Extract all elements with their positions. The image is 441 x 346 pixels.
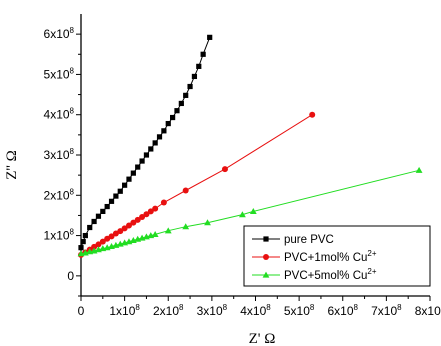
data-point xyxy=(130,219,137,226)
data-point xyxy=(143,152,150,158)
data-point xyxy=(151,230,159,237)
data-point xyxy=(117,228,124,235)
data-point xyxy=(125,222,132,229)
data-point xyxy=(104,203,110,210)
legend-marker xyxy=(262,271,270,278)
series-layer xyxy=(77,34,423,258)
data-point xyxy=(91,218,97,225)
data-point xyxy=(134,216,141,223)
legend-label: PVC+5mol% Cu2+ xyxy=(284,267,377,282)
data-point xyxy=(100,208,106,214)
y-tick-label: 3x108 xyxy=(44,147,75,162)
y-tick-label: 6x108 xyxy=(44,26,75,41)
x-tick-label: 3x108 xyxy=(197,303,228,318)
data-point xyxy=(108,198,115,204)
data-point xyxy=(221,166,228,173)
data-point xyxy=(152,140,158,146)
data-point xyxy=(196,63,202,69)
data-point xyxy=(130,170,136,176)
data-point xyxy=(200,51,206,57)
data-point xyxy=(152,205,159,212)
data-point xyxy=(309,111,316,118)
data-point xyxy=(191,73,198,80)
data-point xyxy=(165,120,171,127)
data-point xyxy=(148,146,154,152)
data-point xyxy=(207,34,213,40)
data-point xyxy=(113,193,119,199)
y-tick-label: 0 xyxy=(67,269,74,283)
data-point xyxy=(204,219,211,226)
legend-label: PVC+1mol% Cu2+ xyxy=(284,249,377,264)
data-point xyxy=(239,211,246,218)
series-pure-pvc xyxy=(78,34,213,251)
data-point xyxy=(156,134,163,140)
x-tick-label: 7x108 xyxy=(371,303,402,318)
data-point xyxy=(139,214,146,221)
y-tick-label: 5x108 xyxy=(44,66,75,81)
legend-marker xyxy=(263,236,269,242)
data-point xyxy=(187,83,193,90)
x-tick-label: 6x108 xyxy=(328,303,359,318)
data-point xyxy=(174,108,180,114)
data-point xyxy=(117,188,123,194)
x-tick-label: 2x108 xyxy=(153,303,184,318)
axis-ticks: 0 1x108 2x108 3x108 4x108 5x108 6x108 7x108 8x10… xyxy=(44,26,441,318)
data-point xyxy=(160,199,167,206)
x-axis-label: Z' Ω xyxy=(249,331,276,346)
x-tick-label: 4x108 xyxy=(240,303,271,318)
data-point xyxy=(112,230,119,237)
data-point xyxy=(147,208,154,215)
data-point xyxy=(182,187,189,194)
x-tick-label: 0 xyxy=(78,304,85,318)
legend-marker xyxy=(263,254,269,260)
data-point xyxy=(91,243,98,250)
x-tick-label: 1x108 xyxy=(109,303,140,318)
y-axis-label: Z'' Ω xyxy=(4,150,20,179)
data-point xyxy=(415,166,423,173)
data-point xyxy=(104,235,111,242)
data-point xyxy=(108,233,115,240)
legend: pure PVC PVC+1mol% Cu2+ PVC+5mol% Cu2+ xyxy=(243,225,431,287)
data-point xyxy=(135,164,141,170)
data-point xyxy=(80,239,86,245)
y-tick-label: 2x108 xyxy=(44,187,75,202)
y-tick-label: 1x108 xyxy=(44,228,75,243)
data-point xyxy=(164,227,172,234)
series-pvc-1mol-cu xyxy=(78,111,316,258)
data-point xyxy=(143,211,150,218)
data-point xyxy=(126,176,132,182)
series-pvc-5mol-cu xyxy=(77,166,423,257)
data-point xyxy=(161,128,167,134)
legend-box xyxy=(243,225,431,287)
data-point xyxy=(87,224,93,231)
data-point xyxy=(121,225,128,232)
data-point xyxy=(182,223,190,230)
y-tick-label: 4x108 xyxy=(44,107,75,122)
data-point xyxy=(183,92,189,98)
legend-label: pure PVC xyxy=(284,234,334,246)
data-point xyxy=(139,158,145,164)
data-point xyxy=(178,100,184,107)
data-point xyxy=(95,241,102,248)
data-point xyxy=(249,208,257,214)
data-point xyxy=(99,238,106,245)
data-point xyxy=(82,232,88,239)
data-point xyxy=(78,245,84,251)
data-point xyxy=(95,213,102,219)
x-tick-label: 8x108 xyxy=(415,303,441,318)
data-point xyxy=(170,114,176,121)
x-tick-label: 5x108 xyxy=(284,303,315,318)
data-point xyxy=(122,182,128,188)
